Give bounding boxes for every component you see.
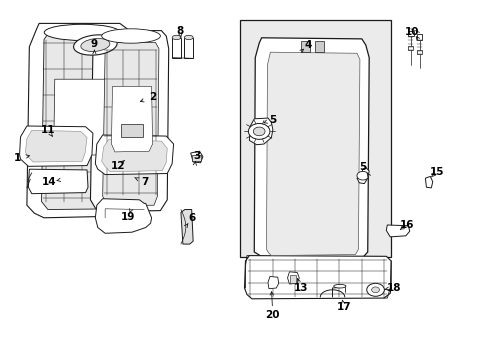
Ellipse shape — [102, 29, 160, 43]
Polygon shape — [244, 256, 390, 299]
Ellipse shape — [184, 35, 193, 40]
Polygon shape — [266, 52, 359, 256]
Ellipse shape — [81, 39, 110, 51]
Circle shape — [366, 283, 384, 296]
Text: 3: 3 — [193, 150, 200, 161]
Bar — [191, 155, 201, 161]
Bar — [407, 31, 413, 36]
Polygon shape — [425, 176, 432, 188]
Bar — [239, 20, 390, 257]
Text: 7: 7 — [141, 177, 148, 187]
Text: 15: 15 — [428, 167, 443, 177]
Circle shape — [248, 123, 269, 139]
Bar — [172, 38, 181, 58]
Text: 9: 9 — [91, 39, 98, 49]
Polygon shape — [41, 32, 122, 210]
Polygon shape — [102, 140, 167, 172]
Text: 5: 5 — [359, 162, 366, 172]
Polygon shape — [190, 151, 203, 163]
Polygon shape — [386, 225, 409, 237]
Polygon shape — [254, 38, 368, 258]
Bar — [300, 41, 309, 52]
Text: 1: 1 — [14, 153, 20, 163]
Polygon shape — [90, 31, 168, 212]
Text: 12: 12 — [111, 161, 125, 171]
Text: 20: 20 — [265, 310, 280, 320]
Polygon shape — [111, 86, 152, 152]
Text: 18: 18 — [386, 283, 400, 293]
Polygon shape — [356, 167, 368, 184]
Text: 5: 5 — [269, 114, 276, 125]
Text: 17: 17 — [336, 302, 350, 312]
Circle shape — [253, 127, 264, 136]
Polygon shape — [25, 130, 87, 162]
Text: 13: 13 — [293, 283, 307, 293]
Ellipse shape — [333, 284, 346, 288]
Polygon shape — [102, 42, 159, 206]
Polygon shape — [95, 135, 173, 175]
Polygon shape — [27, 23, 132, 218]
Circle shape — [356, 171, 368, 180]
Polygon shape — [249, 118, 272, 145]
Text: 19: 19 — [121, 212, 135, 222]
Bar — [416, 50, 421, 54]
Text: 6: 6 — [188, 213, 195, 223]
Polygon shape — [54, 79, 111, 156]
Bar — [290, 275, 296, 283]
Bar — [315, 41, 324, 52]
Polygon shape — [287, 272, 299, 284]
Bar — [121, 124, 143, 137]
Circle shape — [371, 287, 379, 293]
Polygon shape — [181, 210, 193, 244]
Text: 14: 14 — [41, 177, 56, 187]
Bar — [184, 38, 193, 58]
Polygon shape — [20, 126, 93, 166]
Polygon shape — [95, 199, 151, 233]
Ellipse shape — [172, 35, 181, 40]
Text: 2: 2 — [149, 92, 156, 102]
Text: 11: 11 — [41, 125, 55, 135]
Ellipse shape — [73, 35, 117, 55]
Bar — [416, 34, 422, 40]
Text: 8: 8 — [176, 26, 183, 36]
Ellipse shape — [44, 24, 120, 40]
Text: 10: 10 — [404, 27, 419, 37]
Bar — [407, 46, 412, 50]
Text: 4: 4 — [304, 40, 311, 50]
Polygon shape — [267, 276, 278, 289]
Text: 16: 16 — [399, 220, 413, 230]
Polygon shape — [28, 169, 88, 194]
